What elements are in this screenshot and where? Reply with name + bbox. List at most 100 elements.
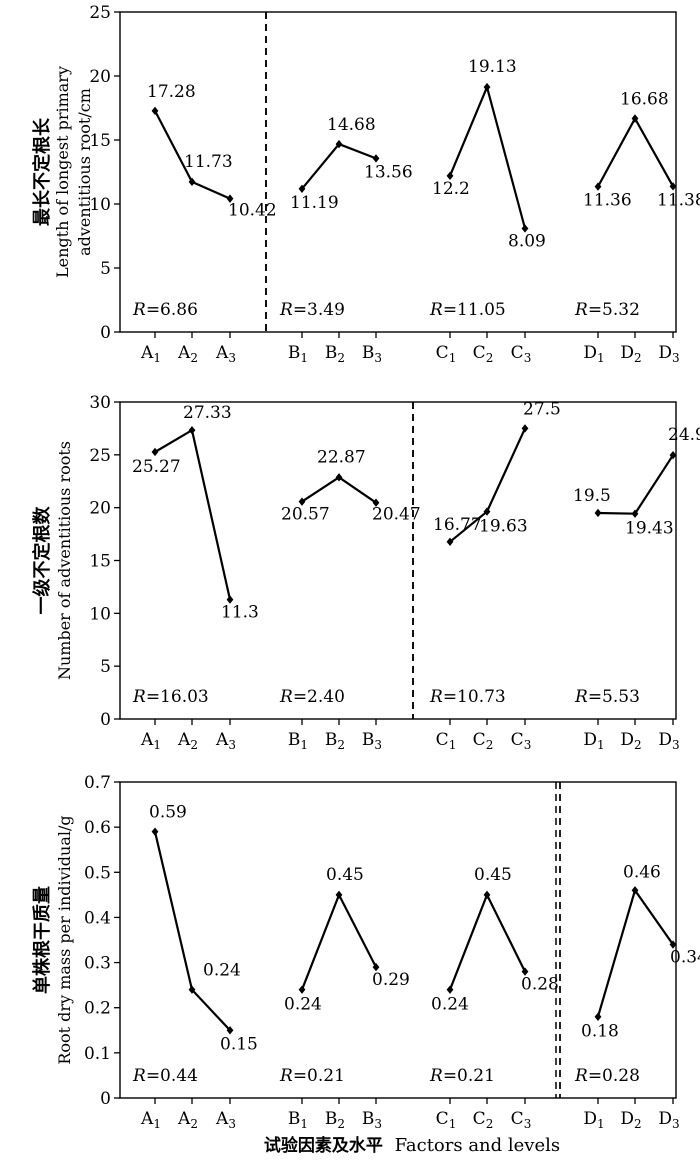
- x-tick-label: B3: [362, 343, 382, 365]
- data-point-marker: [335, 890, 343, 900]
- data-point-marker: [335, 139, 343, 149]
- factor-group-A: A1 A2 A3 25.27 27.33 11.3 R=16.03: [132, 403, 259, 752]
- data-label: 27.33: [183, 403, 232, 423]
- y-tick-label: 10: [89, 195, 111, 215]
- data-label: 12.2: [432, 179, 470, 199]
- range-annotation: R=6.86: [132, 300, 198, 320]
- x-tick-label: B1: [288, 343, 308, 365]
- x-tick-label: C2: [473, 343, 494, 365]
- data-label: 8.09: [508, 231, 546, 251]
- range-annotation: R=11.05: [429, 300, 506, 320]
- data-label: 25.27: [132, 457, 181, 477]
- x-tick-label: D2: [620, 1109, 641, 1131]
- x-tick-label: B3: [362, 1109, 382, 1131]
- series-line: [448, 892, 526, 991]
- data-label: 0.45: [474, 865, 512, 885]
- data-label: 0.34: [670, 948, 700, 968]
- range-annotation: R=0.44: [132, 1066, 198, 1086]
- data-point-marker: [631, 886, 639, 895]
- data-point-marker: [669, 182, 677, 191]
- x-tick-label: C2: [473, 1109, 494, 1131]
- data-point-marker: [188, 985, 196, 994]
- data-label: 20.57: [281, 505, 330, 525]
- x-tick-label: A1: [140, 343, 161, 365]
- x-tick-label: C3: [511, 730, 532, 752]
- range-annotation: R=2.40: [279, 687, 345, 707]
- y-tick-label: 15: [89, 131, 111, 151]
- y-axis-title-cn: 单株根干质量: [31, 886, 53, 994]
- data-label: 16.68: [620, 89, 669, 109]
- data-point-marker: [594, 508, 602, 518]
- y-tick-label: 0.7: [84, 773, 111, 793]
- data-label: 11.73: [184, 152, 233, 172]
- x-tick-label: A2: [177, 343, 198, 365]
- x-tick-label: D1: [583, 343, 604, 365]
- data-point-marker: [446, 985, 454, 994]
- data-point-marker: [372, 498, 380, 507]
- range-annotation: R=10.73: [429, 687, 506, 707]
- data-label: 17.28: [147, 82, 196, 102]
- data-point-marker: [594, 1012, 602, 1021]
- data-label: 11.36: [583, 191, 632, 211]
- factor-group-A: A1 A2 A3 0.59 0.24 0.15 R=0.44: [132, 803, 258, 1131]
- x-tick-label: C1: [436, 1109, 457, 1131]
- x-tick-label: D3: [658, 1109, 679, 1131]
- x-tick-label: B3: [362, 730, 382, 752]
- range-annotation: R=16.03: [132, 687, 209, 707]
- x-tick-label: C2: [473, 730, 494, 752]
- factor-group-D: D1 D2 D3 19.5 19.43 24.97 R=5.53: [573, 425, 700, 752]
- y-axis-title-en-2: adventitious root/cm: [75, 88, 94, 256]
- y-tick-label: 15: [89, 552, 111, 572]
- data-point-marker: [188, 177, 196, 187]
- panel-3: 0 0.1 0.2 0.3 0.4 0.5 0.6 0.7 单株根干质量 Root dry mas…: [31, 773, 700, 1131]
- y-tick-label: 0: [100, 323, 111, 343]
- x-tick-label: A2: [177, 730, 198, 752]
- x-tick-label: A2: [177, 1109, 198, 1131]
- data-label: 11.3: [221, 603, 259, 623]
- x-tick-label: C3: [511, 1109, 532, 1131]
- data-label: 0.24: [203, 961, 241, 981]
- y-tick-label: 5: [100, 259, 111, 279]
- series-line: [597, 116, 674, 188]
- data-point-marker: [226, 194, 234, 203]
- x-tick-label: C3: [511, 343, 532, 365]
- y-tick-label: 20: [89, 67, 111, 87]
- range-annotation: R=0.21: [429, 1066, 495, 1086]
- data-point-marker: [521, 967, 529, 976]
- data-label: 11.38: [657, 190, 700, 210]
- series-line: [596, 887, 674, 1018]
- y-axis-title-en: Root dry mass per individual/g: [55, 815, 74, 1064]
- data-label: 13.56: [364, 162, 413, 182]
- data-label: 19.43: [625, 519, 674, 539]
- data-point-marker: [669, 450, 677, 460]
- x-tick-label: A1: [140, 1109, 161, 1131]
- data-point-marker: [226, 1026, 234, 1035]
- plot-frame: [119, 401, 677, 720]
- x-tick-label: B2: [325, 730, 345, 752]
- data-point-marker: [631, 114, 639, 123]
- data-label: 11.19: [290, 193, 339, 213]
- y-tick-label: 25: [89, 446, 111, 466]
- plot-frame: [119, 11, 677, 333]
- data-point-marker: [594, 182, 602, 191]
- data-label: 19.13: [468, 57, 517, 77]
- factor-group-C: C1 C2 C3 12.2 19.13 8.09 R=11.05: [429, 57, 546, 365]
- factor-group-B: B1 B2 B3 11.19 14.68 13.56 R=3.49: [279, 115, 413, 365]
- data-label: 0.29: [372, 970, 410, 990]
- x-axis-title-cn: 试验因素及水平: [264, 1135, 383, 1156]
- panel-1: 0 5 10 15 20 25 最长不定根长 Length of longest primar…: [31, 3, 700, 365]
- data-point-marker: [335, 473, 343, 482]
- data-point-marker: [188, 426, 196, 435]
- data-label: 0.45: [326, 865, 364, 885]
- data-label: 14.68: [327, 115, 376, 135]
- factor-group-B: B1 B2 B3 0.24 0.45 0.29 R=0.21: [279, 865, 410, 1131]
- data-point-marker: [446, 537, 454, 546]
- x-tick-label: B1: [288, 730, 308, 752]
- y-tick-label: 0.2: [84, 999, 111, 1019]
- series-line: [300, 892, 377, 991]
- data-point-marker: [298, 184, 306, 193]
- x-tick-label: D3: [658, 730, 679, 752]
- x-tick-label: D1: [583, 1109, 604, 1131]
- data-label: 0.24: [284, 995, 322, 1015]
